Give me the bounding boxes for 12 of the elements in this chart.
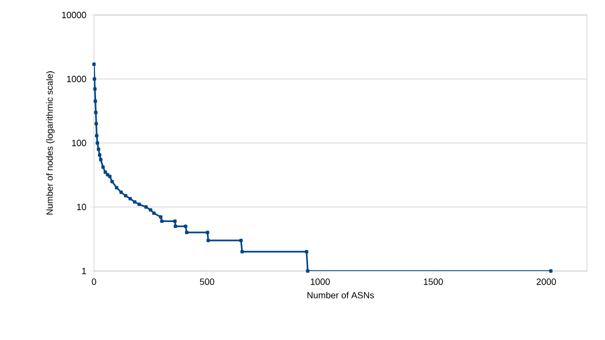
x-axis-title: Number of ASNs: [307, 292, 374, 298]
x-tick-label: 500: [200, 278, 214, 285]
y-tick-label: 1: [82, 268, 86, 274]
x-tick-label: 1000: [310, 278, 330, 285]
y-tick-label: 100: [72, 140, 86, 146]
x-tick-label: 1500: [424, 278, 443, 285]
y-tick-label: 10000: [62, 12, 86, 18]
x-tick-label: 0: [92, 278, 96, 285]
x-tick-label: 2000: [536, 278, 556, 285]
y-tick-label: 10: [77, 204, 86, 210]
y-axis-title: Number of nodes (logarithmic scale): [46, 71, 55, 215]
y-tick-label: 1000: [67, 76, 86, 82]
